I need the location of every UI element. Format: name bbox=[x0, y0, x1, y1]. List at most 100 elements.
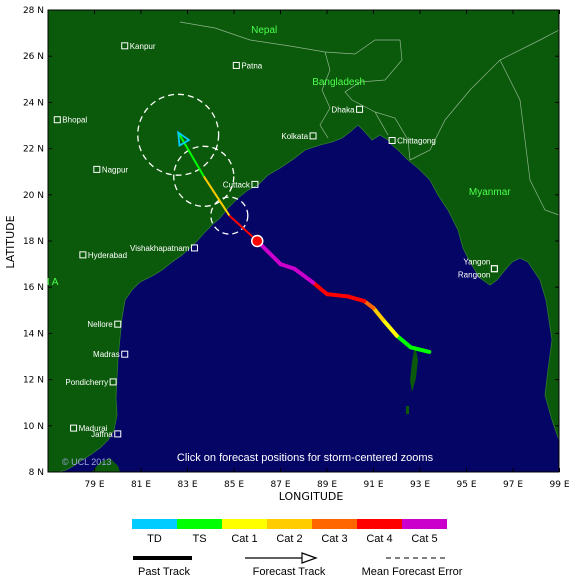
country-label: Myanmar bbox=[469, 187, 511, 198]
city-label: Yangon bbox=[463, 258, 490, 267]
lon-tick-label: 87 E bbox=[271, 480, 291, 490]
city-marker bbox=[190, 244, 198, 252]
city-label: Vishakhapatnam bbox=[130, 244, 190, 253]
lon-tick-label: 93 E bbox=[410, 480, 430, 490]
legend-swatch bbox=[357, 519, 402, 529]
city-label: Kanpur bbox=[130, 42, 156, 51]
forecast-track-segment[interactable] bbox=[177, 131, 205, 177]
lat-tick-label: 8 N bbox=[29, 468, 44, 478]
lat-tick-label: 20 N bbox=[23, 191, 44, 201]
city-label: Madras bbox=[93, 350, 120, 359]
lat-tick-label: 28 N bbox=[23, 6, 44, 16]
lon-tick-label: 91 E bbox=[364, 480, 384, 490]
legend-swatch bbox=[177, 519, 222, 529]
city-marker bbox=[356, 105, 364, 113]
map-panel[interactable] bbox=[48, 10, 559, 472]
lat-tick-label: 22 N bbox=[23, 145, 44, 155]
legend-category-label: Cat 3 bbox=[321, 533, 347, 545]
legend-forecast-track-label: Forecast Track bbox=[253, 566, 326, 578]
legend-swatch bbox=[402, 519, 447, 529]
forecast-track-segment[interactable] bbox=[202, 175, 231, 217]
nicobar-island bbox=[406, 406, 409, 414]
city-marker bbox=[53, 116, 61, 124]
lon-tick-label: 89 E bbox=[317, 480, 337, 490]
storm-layer[interactable] bbox=[137, 93, 432, 354]
legend: TD TS Cat 1 Cat 2 Cat 3 Cat 4 Cat 5 Past Track F… bbox=[132, 519, 463, 578]
past-track-segment bbox=[311, 280, 329, 297]
city-label: Bhopal bbox=[62, 116, 87, 125]
city-label: Cuttack bbox=[223, 180, 251, 189]
legend-swatch bbox=[132, 519, 177, 529]
lon-tick-label: 85 E bbox=[224, 480, 244, 490]
past-track-segment bbox=[380, 317, 399, 338]
city-label: Rangoon bbox=[458, 271, 490, 280]
forecast-error-circle bbox=[173, 145, 235, 208]
city-marker bbox=[114, 320, 122, 328]
lat-tick-label: 26 N bbox=[23, 52, 44, 62]
city-marker bbox=[121, 42, 129, 50]
legend-category-label: Cat 2 bbox=[276, 533, 302, 545]
past-track-segment bbox=[394, 333, 413, 350]
x-axis-title: LONGITUDE bbox=[279, 490, 344, 503]
map-labels: Kanpur Patna Bhopal Dhaka Kolkata Chittagong N… bbox=[47, 25, 511, 439]
legend-arrow-icon bbox=[301, 552, 318, 564]
city-label: Hyderabad bbox=[88, 251, 127, 260]
current-position-marker[interactable] bbox=[251, 234, 264, 248]
copyright-text: © UCL 2013 bbox=[62, 457, 111, 467]
country-label: Bangladesh bbox=[312, 77, 365, 88]
past-track-segment bbox=[292, 266, 316, 285]
lon-tick-label: 79 E bbox=[85, 480, 105, 490]
legend-category-label: TS bbox=[192, 533, 206, 545]
lat-tick-label: 18 N bbox=[23, 237, 44, 247]
legend-category-label: TD bbox=[147, 533, 162, 545]
forecast-arrow-icon[interactable] bbox=[177, 130, 191, 148]
lon-tick-label: 81 E bbox=[131, 480, 151, 490]
city-marker bbox=[93, 165, 101, 173]
y-axis-title: LATITUDE bbox=[4, 215, 17, 268]
legend-swatch bbox=[267, 519, 312, 529]
legend-category-label: Cat 1 bbox=[231, 533, 257, 545]
andaman-islands bbox=[410, 345, 418, 392]
city-marker bbox=[121, 350, 129, 358]
legend-swatch bbox=[312, 519, 357, 529]
city-marker bbox=[309, 132, 317, 140]
past-track-segment bbox=[371, 305, 385, 322]
city-marker bbox=[251, 180, 259, 188]
lon-tick-label: 83 E bbox=[178, 480, 198, 490]
city-marker bbox=[70, 424, 78, 432]
city-label: Jaffna bbox=[91, 430, 113, 439]
legend-past-track-label: Past Track bbox=[138, 566, 190, 578]
legend-category-label: Cat 4 bbox=[366, 533, 392, 545]
landmass bbox=[48, 10, 559, 472]
city-label: Patna bbox=[241, 61, 262, 70]
city-marker bbox=[232, 61, 240, 69]
legend-error-label: Mean Forecast Error bbox=[362, 566, 463, 578]
city-marker bbox=[79, 251, 87, 259]
lat-tick-label: 10 N bbox=[23, 422, 44, 432]
city-marker bbox=[114, 430, 122, 438]
lat-tick-label: 24 N bbox=[23, 98, 44, 108]
past-track-segment bbox=[345, 294, 367, 304]
map-info-text: Click on forecast positions for storm-ce… bbox=[177, 452, 434, 464]
city-label: Pondicherry bbox=[65, 378, 108, 387]
lon-tick-label: 97 E bbox=[503, 480, 523, 490]
city-marker bbox=[109, 378, 117, 386]
legend-swatch bbox=[222, 519, 267, 529]
city-marker bbox=[388, 137, 396, 145]
forecast-track-segment[interactable] bbox=[228, 214, 258, 242]
country-label: Nepal bbox=[251, 25, 277, 36]
city-label: Dhaka bbox=[331, 105, 355, 114]
lat-tick-label: 12 N bbox=[23, 376, 44, 386]
city-label: Nellore bbox=[87, 320, 113, 329]
city-label: Chittagong bbox=[397, 137, 436, 146]
lon-tick-label: 95 E bbox=[457, 480, 477, 490]
forecast-error-circle bbox=[210, 196, 249, 235]
city-label: Kolkata bbox=[281, 132, 308, 141]
country-label: I A bbox=[47, 277, 59, 288]
past-track-segment bbox=[408, 345, 432, 354]
sri-lanka bbox=[92, 458, 120, 472]
city-label: Nagpur bbox=[102, 165, 129, 174]
city-label: Madurai bbox=[79, 424, 108, 433]
forecast-error-circle bbox=[137, 93, 220, 176]
